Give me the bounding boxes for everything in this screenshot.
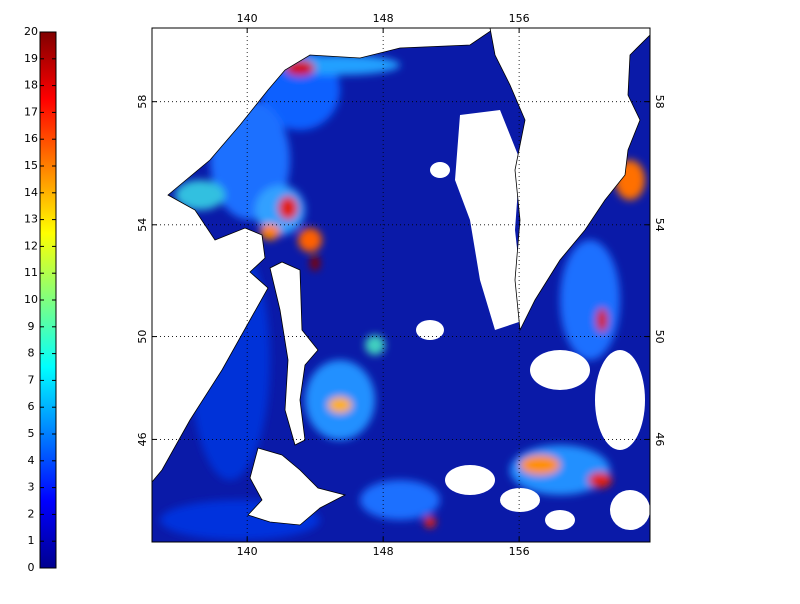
colorbar-tick-label: 16 — [24, 132, 38, 145]
lat-tick-label: 54 — [653, 218, 666, 232]
lat-tick-label: 50 — [653, 330, 666, 344]
colorbar-tick-label: 8 — [28, 347, 35, 360]
lat-tick-label: 50 — [136, 330, 149, 344]
clouds — [416, 110, 650, 530]
colorbar-tick-label: 17 — [24, 105, 38, 118]
lon-tick-label: 156 — [509, 12, 530, 25]
colorbar-tick-label: 11 — [24, 266, 38, 279]
colorbar-tick-label: 1 — [28, 534, 35, 547]
colorbar-tick-label: 14 — [24, 186, 38, 199]
lon-tick-label: 148 — [373, 12, 394, 25]
colorbar-frame — [39, 31, 57, 569]
colorbar-tick-label: 7 — [28, 373, 35, 386]
colorbar-tick-label: 9 — [28, 320, 35, 333]
colorbar-tick-label: 10 — [24, 293, 38, 306]
colorbar-tick-label: 2 — [28, 507, 35, 520]
colorbar-tick-label: 0 — [28, 561, 35, 574]
mainland — [152, 28, 496, 483]
colorbar-tick-label: 15 — [24, 159, 38, 172]
colorbar-tick-label: 5 — [28, 427, 35, 440]
lon-tick-label: 140 — [237, 545, 258, 558]
colorbar-tick-label: 12 — [24, 239, 38, 252]
lat-tick-label: 46 — [136, 432, 149, 446]
colorbar-tick-label: 18 — [24, 79, 38, 92]
lat-tick-label: 58 — [653, 95, 666, 109]
lon-tick-label: 148 — [373, 545, 394, 558]
colorbar-tick-label: 20 — [24, 25, 38, 38]
lat-tick-label: 46 — [653, 432, 666, 446]
colorbar-tick-label: 6 — [28, 400, 35, 413]
map-image — [152, 28, 650, 542]
lon-tick-label: 140 — [237, 12, 258, 25]
colorbar-tick-label: 3 — [28, 481, 35, 494]
sakhalin — [269, 261, 319, 446]
lon-tick-label: 156 — [509, 545, 530, 558]
colorbar-tick-label: 4 — [28, 454, 35, 467]
colorbar-tick-label: 13 — [24, 213, 38, 226]
hokkaido — [247, 447, 347, 526]
map-frame — [151, 27, 651, 543]
colorbar-tick-label: 19 — [24, 52, 38, 65]
kamchatka — [489, 28, 650, 332]
lat-tick-label: 58 — [136, 95, 149, 109]
lat-tick-label: 54 — [136, 218, 149, 232]
